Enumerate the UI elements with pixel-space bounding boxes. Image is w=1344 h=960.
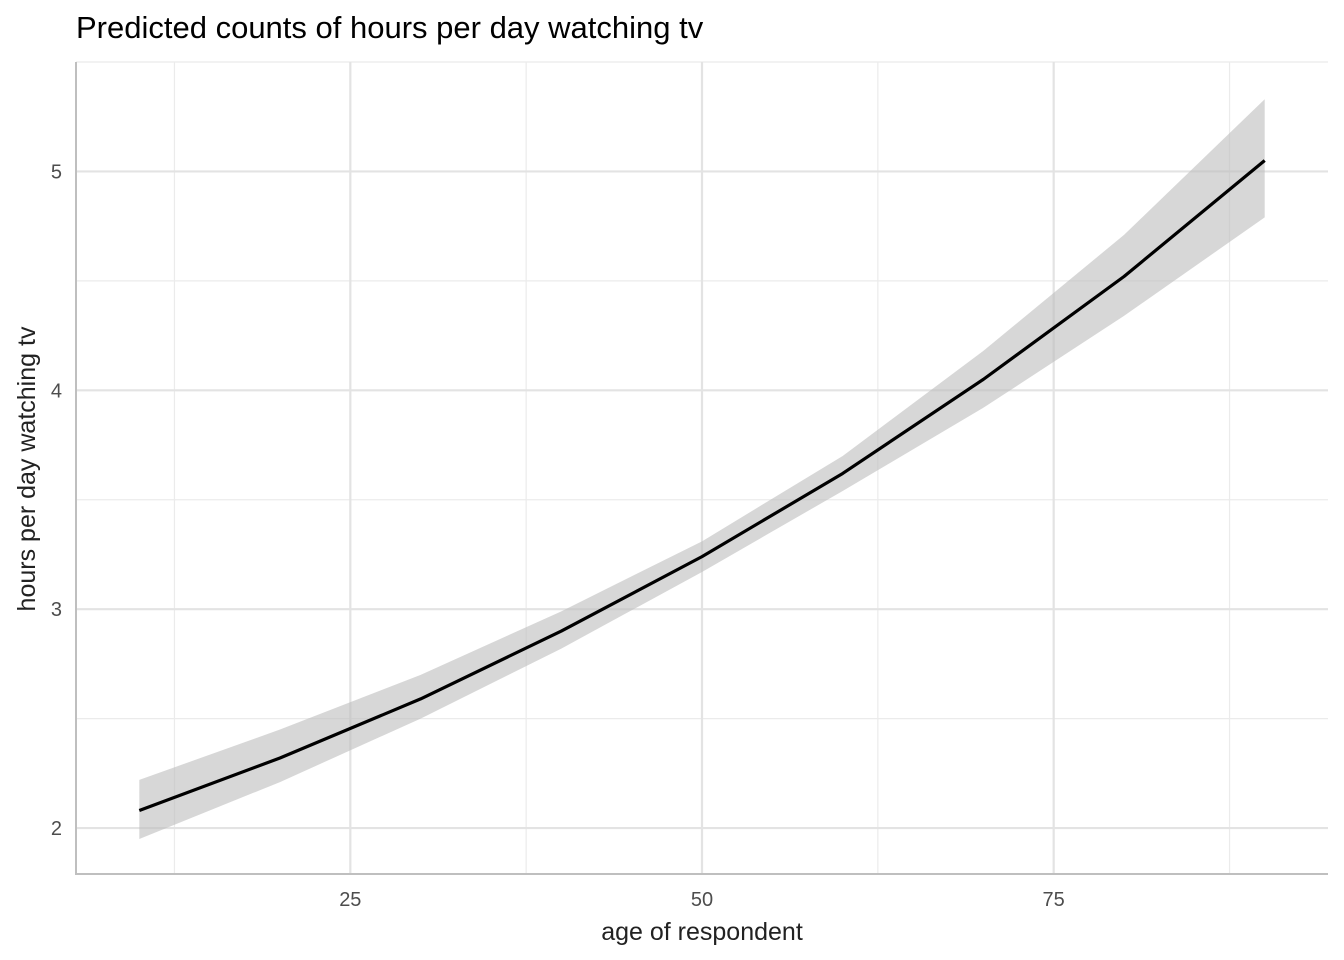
chart-title: Predicted counts of hours per day watchi… <box>76 10 704 45</box>
y-tick-label-3: 5 <box>51 161 62 183</box>
x-tick-label-0: 25 <box>339 889 361 911</box>
y-axis-title: hours per day watching tv <box>13 326 41 611</box>
y-tick-label-1: 3 <box>51 599 62 621</box>
axes <box>75 62 1328 875</box>
y-tick-label-0: 2 <box>51 818 62 840</box>
x-tick-labels: 25 50 75 <box>339 889 1065 911</box>
y-tick-label-2: 4 <box>51 380 62 402</box>
x-axis-title: age of respondent <box>601 918 803 946</box>
confidence-band <box>139 99 1265 839</box>
x-tick-label-1: 50 <box>691 889 713 911</box>
prediction-line <box>138 159 1266 813</box>
x-tick-label-2: 75 <box>1043 889 1065 911</box>
confidence-band-layer <box>139 99 1265 839</box>
prediction-line-layer <box>138 159 1266 813</box>
y-tick-labels: 2 3 4 5 <box>51 161 62 840</box>
major-gridlines <box>76 62 1328 874</box>
